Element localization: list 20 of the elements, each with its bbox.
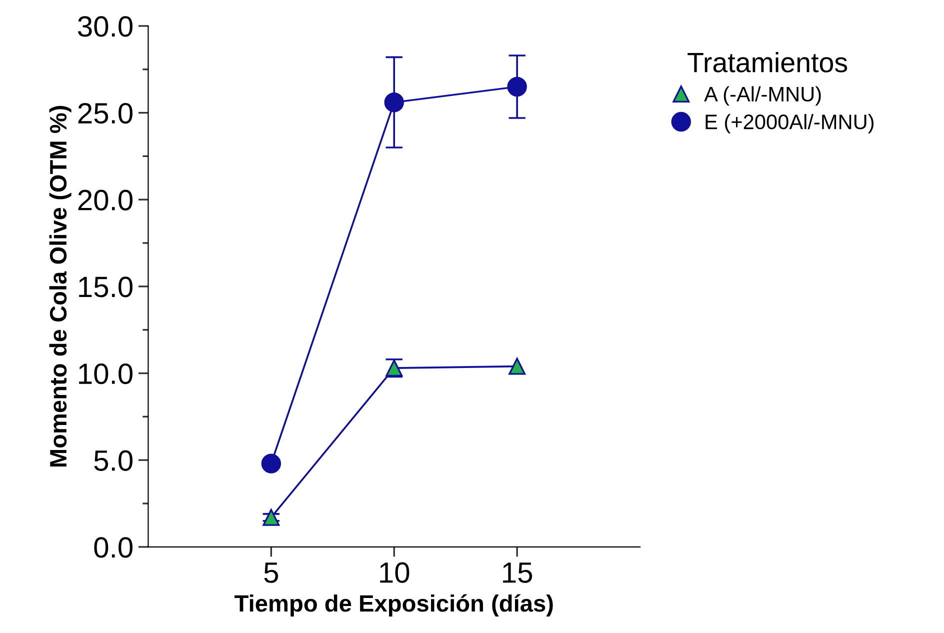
y-tick-label: 15.0	[79, 276, 132, 298]
point	[508, 358, 526, 375]
point	[384, 92, 404, 112]
y-axis-title: Momento de Cola Olive (OTM %)	[49, 106, 72, 467]
legend-label: E (+2000Al/-MNU)	[706, 114, 874, 134]
x-tick-label: 10	[380, 562, 410, 583]
point	[262, 508, 280, 526]
y-tick-label: 30.0	[78, 16, 132, 37]
y-tick-label: 20.0	[78, 190, 132, 210]
y-tick-label: 0.0	[94, 537, 132, 558]
legend-title: Tratamientos	[688, 52, 848, 72]
y-tick-label: 25.0	[78, 102, 132, 124]
x-axis-title: Tiempo de Exposición (días)	[234, 594, 553, 616]
y-tick-label: 10.0	[79, 363, 132, 384]
legend-label: A (-Al/-MNU)	[704, 86, 821, 106]
point	[507, 76, 527, 97]
y-tick-label: 5.0	[94, 450, 132, 471]
point	[261, 454, 282, 474]
x-tick-label: 5	[264, 562, 278, 583]
x-tick-label: 15	[503, 562, 532, 583]
